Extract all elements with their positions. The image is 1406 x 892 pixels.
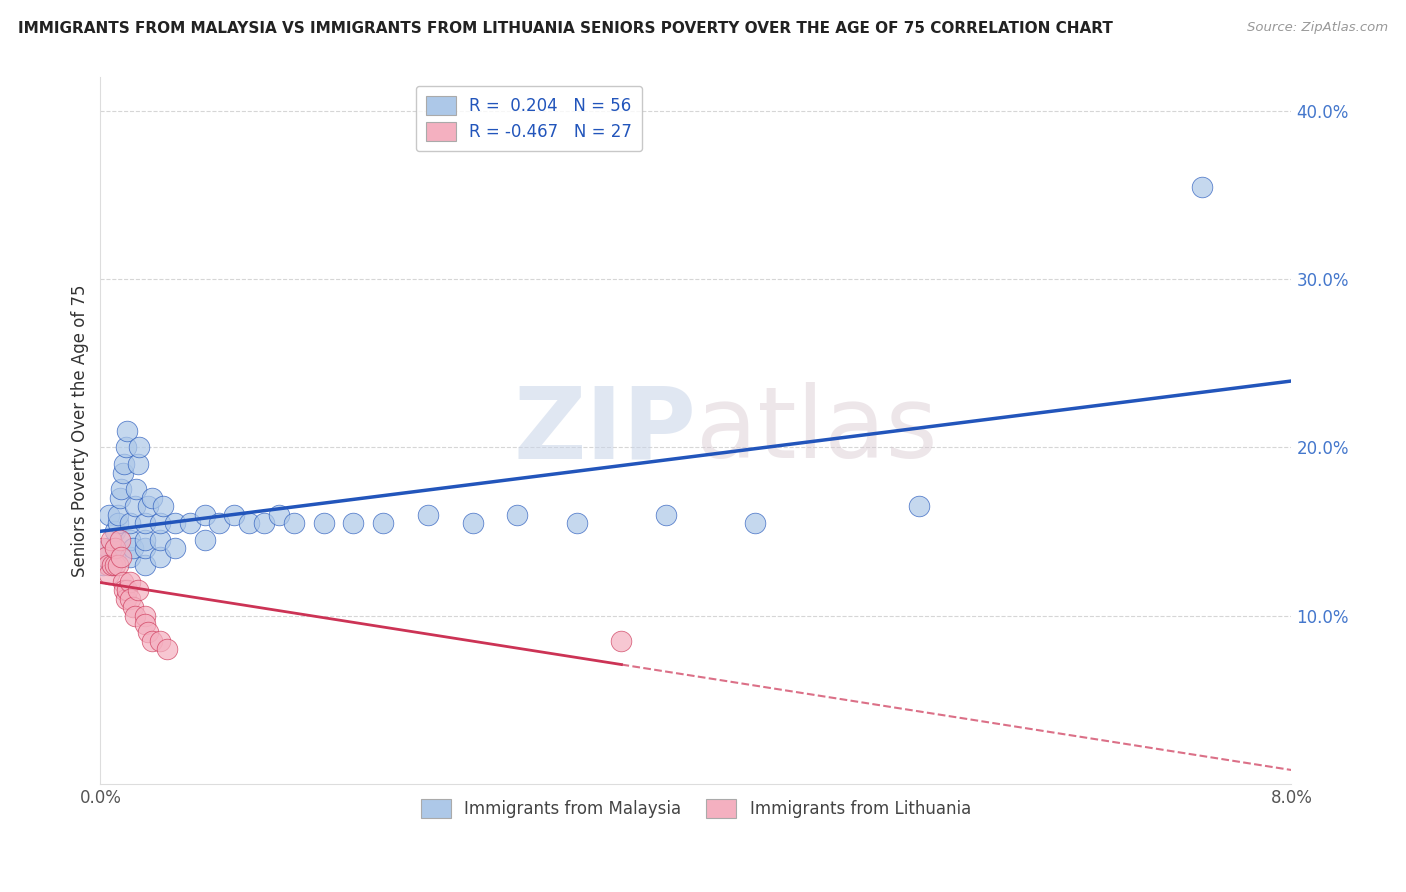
Point	[91, 558, 114, 573]
Point	[104, 524, 127, 539]
Point	[149, 549, 172, 564]
Point	[120, 516, 142, 530]
Point	[120, 533, 142, 547]
Point	[122, 541, 145, 556]
Point	[163, 516, 186, 530]
Point	[104, 541, 127, 556]
Y-axis label: Seniors Poverty Over the Age of 75: Seniors Poverty Over the Age of 75	[72, 285, 89, 577]
Point	[134, 541, 156, 556]
Point	[124, 500, 146, 514]
Point	[136, 625, 159, 640]
Point	[94, 549, 117, 564]
Point	[156, 642, 179, 657]
Point	[134, 516, 156, 530]
Point	[908, 500, 931, 514]
Point	[107, 508, 129, 522]
Point	[112, 457, 135, 471]
Point	[610, 633, 633, 648]
Point	[208, 516, 231, 530]
Point	[194, 533, 217, 547]
Point	[108, 533, 131, 547]
Point	[108, 491, 131, 505]
Point	[120, 549, 142, 564]
Point	[91, 541, 114, 556]
Point	[111, 466, 134, 480]
Point	[134, 558, 156, 573]
Point	[342, 516, 364, 530]
Point	[98, 508, 121, 522]
Point	[141, 633, 163, 648]
Text: ZIP: ZIP	[513, 382, 696, 479]
Point	[149, 516, 172, 530]
Point	[107, 558, 129, 573]
Point	[461, 516, 484, 530]
Point	[134, 617, 156, 632]
Legend: Immigrants from Malaysia, Immigrants from Lithuania: Immigrants from Malaysia, Immigrants fro…	[415, 792, 977, 825]
Point	[128, 441, 150, 455]
Point	[416, 508, 439, 522]
Point	[1191, 179, 1213, 194]
Point	[149, 533, 172, 547]
Point	[283, 516, 305, 530]
Point	[253, 516, 276, 530]
Point	[104, 541, 127, 556]
Point	[238, 516, 260, 530]
Point	[104, 549, 127, 564]
Point	[104, 558, 127, 573]
Point	[114, 441, 136, 455]
Point	[152, 500, 174, 514]
Point	[149, 633, 172, 648]
Point	[114, 591, 136, 606]
Point	[100, 533, 122, 547]
Point	[122, 600, 145, 615]
Point	[124, 608, 146, 623]
Point	[120, 591, 142, 606]
Point	[179, 516, 201, 530]
Point	[127, 457, 149, 471]
Point	[134, 608, 156, 623]
Point	[112, 583, 135, 598]
Point	[107, 516, 129, 530]
Point	[194, 508, 217, 522]
Point	[125, 483, 148, 497]
Point	[224, 508, 246, 522]
Text: Source: ZipAtlas.com: Source: ZipAtlas.com	[1247, 21, 1388, 34]
Point	[312, 516, 335, 530]
Point	[163, 541, 186, 556]
Point	[267, 508, 290, 522]
Point	[96, 549, 118, 564]
Point	[565, 516, 588, 530]
Point	[136, 500, 159, 514]
Point	[141, 491, 163, 505]
Point	[373, 516, 395, 530]
Point	[101, 558, 124, 573]
Point	[127, 583, 149, 598]
Point	[115, 424, 138, 438]
Point	[115, 583, 138, 598]
Point	[120, 574, 142, 589]
Point	[110, 483, 132, 497]
Text: atlas: atlas	[696, 382, 938, 479]
Point	[110, 549, 132, 564]
Point	[506, 508, 529, 522]
Text: IMMIGRANTS FROM MALAYSIA VS IMMIGRANTS FROM LITHUANIA SENIORS POVERTY OVER THE A: IMMIGRANTS FROM MALAYSIA VS IMMIGRANTS F…	[18, 21, 1114, 36]
Point	[101, 558, 124, 573]
Point	[134, 533, 156, 547]
Point	[98, 566, 121, 581]
Point	[744, 516, 766, 530]
Point	[97, 541, 120, 556]
Point	[97, 558, 120, 573]
Point	[111, 574, 134, 589]
Point	[655, 508, 678, 522]
